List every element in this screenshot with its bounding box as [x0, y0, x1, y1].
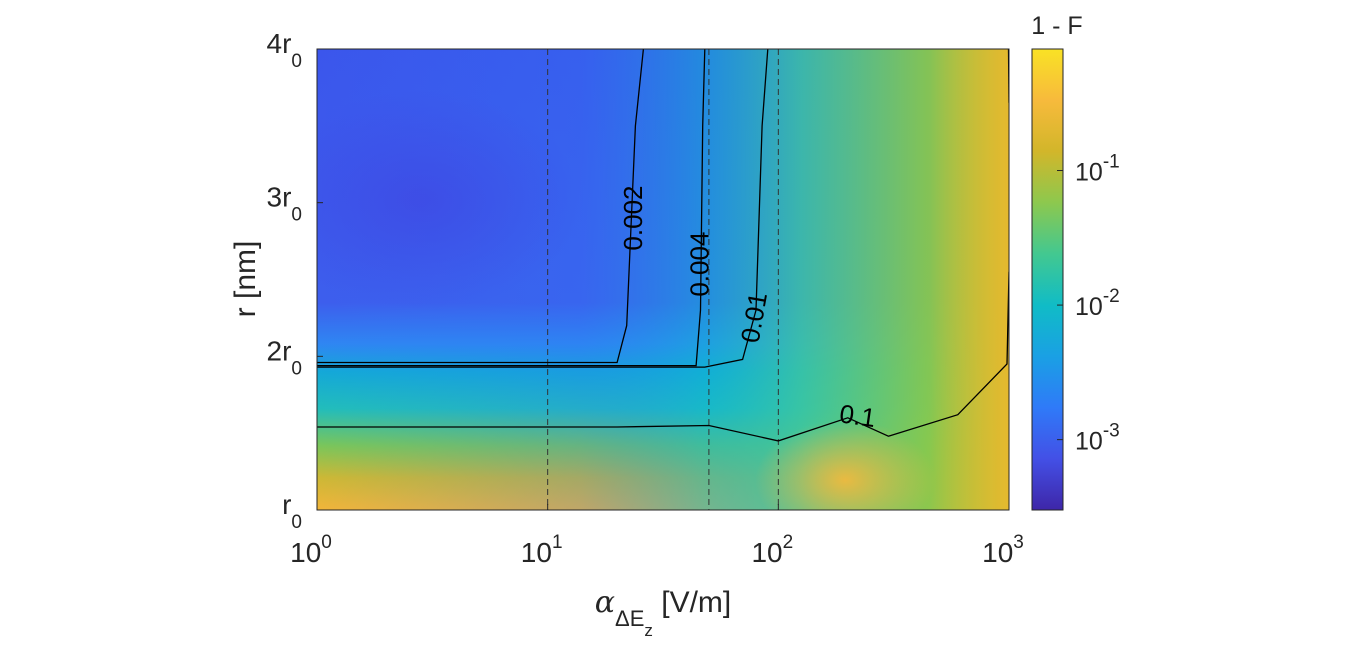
- vertical-reference-lines: [547, 49, 779, 510]
- contour-line: [317, 49, 706, 367]
- contour-label: 0.004: [685, 232, 715, 297]
- x-axis-label-subscript: ΔE: [615, 606, 644, 631]
- colorbar-tick-label: 10-2: [1075, 286, 1120, 321]
- x-tick-label: 100: [290, 532, 332, 568]
- x-axis-ticks: 100 101 102 103: [290, 504, 1024, 568]
- colorbar-tick-label: 10-1: [1075, 152, 1120, 187]
- colorbar: [1032, 49, 1063, 510]
- colorbar-frame: [1031, 48, 1064, 511]
- colorbar-title: 1 - F: [1031, 12, 1082, 40]
- x-axis-label-unit: [V/m]: [661, 586, 731, 619]
- x-axis-label-subsubscript: z: [644, 621, 653, 640]
- y-tick-label: r0: [282, 489, 302, 533]
- y-tick-label: 2r0: [267, 335, 302, 379]
- contour-line: [317, 49, 645, 364]
- plot-frame: [316, 48, 1010, 511]
- contour-label: 0.1: [838, 398, 878, 433]
- colorbar-tick-label: 10-3: [1075, 421, 1120, 456]
- y-tick-label: 4r0: [267, 28, 302, 72]
- y-tick-label: 3r0: [267, 182, 302, 226]
- x-axis-label: αΔEz [V/m]: [595, 585, 732, 640]
- heatmap-surface: [317, 49, 1009, 510]
- x-tick-label: 102: [751, 532, 793, 568]
- contour-label: 0.002: [618, 185, 648, 250]
- x-tick-label: 101: [521, 532, 563, 568]
- x-tick-label: 103: [982, 532, 1024, 568]
- y-axis-ticks: r0 2r0 3r0 4r0: [267, 28, 323, 533]
- colorbar-ticks: 10-3 10-2 10-1: [1057, 152, 1120, 456]
- y-axis-label: r [nm]: [229, 241, 262, 318]
- contour-line: [317, 271, 1009, 442]
- x-axis-label-symbol: α: [595, 585, 615, 620]
- contour-line: [317, 49, 769, 368]
